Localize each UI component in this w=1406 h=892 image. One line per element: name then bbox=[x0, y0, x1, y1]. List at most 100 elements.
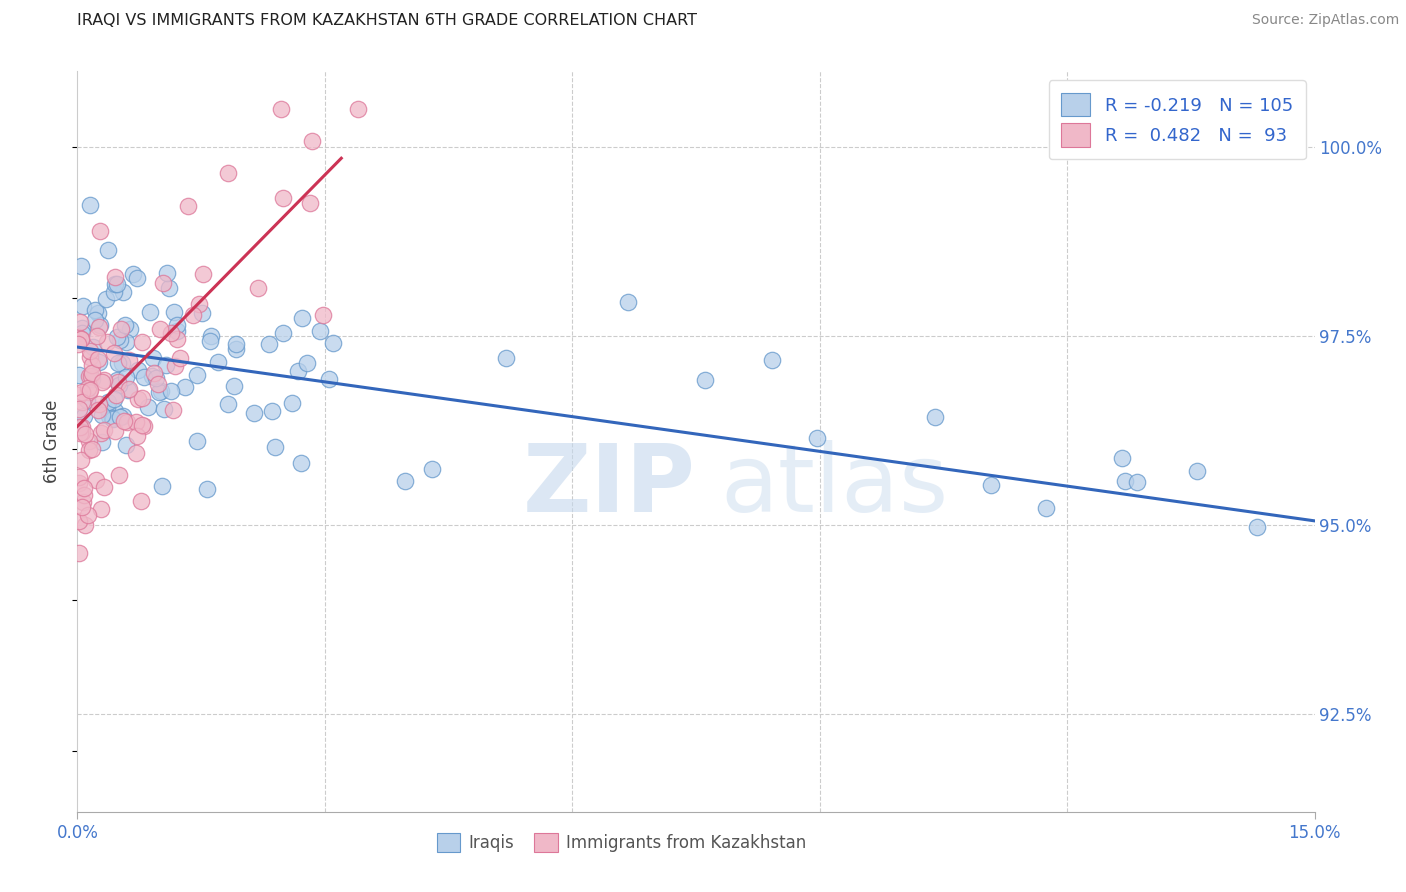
Point bbox=[148, 384, 170, 399]
Point bbox=[129, 494, 152, 508]
Point bbox=[90, 426, 112, 441]
Point bbox=[148, 322, 170, 336]
Point bbox=[166, 332, 188, 346]
Point bbox=[93, 480, 115, 494]
Point bbox=[312, 308, 335, 322]
Point bbox=[1126, 475, 1149, 489]
Point bbox=[103, 346, 125, 360]
Point bbox=[495, 351, 517, 366]
Point bbox=[87, 397, 110, 411]
Point bbox=[150, 478, 173, 492]
Point bbox=[72, 495, 94, 509]
Point bbox=[104, 425, 127, 439]
Point bbox=[693, 373, 716, 387]
Point bbox=[165, 359, 187, 373]
Point bbox=[225, 336, 247, 351]
Point bbox=[217, 166, 239, 180]
Point bbox=[243, 406, 266, 420]
Point bbox=[132, 370, 155, 384]
Point bbox=[75, 518, 97, 533]
Point bbox=[70, 500, 93, 514]
Point bbox=[132, 418, 155, 433]
Point bbox=[72, 320, 94, 334]
Point bbox=[155, 358, 177, 372]
Point bbox=[420, 461, 443, 475]
Point bbox=[162, 403, 184, 417]
Point bbox=[87, 355, 110, 369]
Point bbox=[96, 334, 118, 349]
Point bbox=[84, 473, 107, 487]
Point bbox=[72, 419, 94, 434]
Point bbox=[90, 408, 112, 422]
Point bbox=[160, 384, 183, 399]
Point bbox=[67, 546, 90, 560]
Point bbox=[77, 434, 100, 448]
Point bbox=[104, 404, 127, 418]
Point bbox=[101, 412, 124, 426]
Point bbox=[67, 402, 90, 417]
Point bbox=[146, 377, 169, 392]
Point bbox=[246, 281, 269, 295]
Point bbox=[166, 318, 188, 333]
Point bbox=[76, 508, 98, 523]
Point bbox=[97, 244, 120, 258]
Point bbox=[347, 102, 370, 116]
Point bbox=[104, 277, 127, 292]
Point bbox=[160, 326, 183, 340]
Point bbox=[150, 384, 173, 399]
Point bbox=[83, 302, 105, 317]
Point bbox=[301, 134, 323, 148]
Point bbox=[271, 326, 294, 340]
Point bbox=[131, 391, 153, 405]
Point bbox=[173, 380, 195, 394]
Point bbox=[166, 324, 188, 338]
Point bbox=[112, 409, 135, 423]
Point bbox=[309, 324, 332, 338]
Point bbox=[67, 420, 90, 434]
Point bbox=[110, 322, 132, 336]
Point bbox=[117, 383, 139, 397]
Point bbox=[118, 353, 141, 368]
Point bbox=[112, 414, 135, 428]
Point bbox=[270, 102, 292, 116]
Point bbox=[84, 313, 107, 327]
Point bbox=[69, 425, 91, 440]
Point bbox=[195, 482, 218, 496]
Point bbox=[73, 409, 96, 424]
Point bbox=[169, 351, 191, 365]
Point bbox=[97, 395, 120, 409]
Point bbox=[290, 456, 312, 470]
Text: ZIP: ZIP bbox=[523, 440, 696, 532]
Point bbox=[122, 267, 145, 281]
Point bbox=[70, 332, 93, 346]
Point bbox=[141, 369, 163, 384]
Point bbox=[207, 354, 229, 368]
Point bbox=[70, 332, 93, 346]
Point bbox=[108, 409, 131, 424]
Point bbox=[105, 277, 128, 292]
Point bbox=[152, 276, 174, 290]
Point bbox=[200, 334, 222, 348]
Point bbox=[80, 369, 103, 384]
Point bbox=[157, 281, 180, 295]
Point bbox=[70, 385, 93, 400]
Point bbox=[82, 340, 104, 354]
Point bbox=[131, 417, 153, 432]
Point bbox=[186, 368, 208, 383]
Point bbox=[181, 308, 204, 322]
Point bbox=[125, 429, 148, 443]
Point bbox=[82, 372, 104, 386]
Point bbox=[80, 366, 103, 380]
Point bbox=[217, 396, 239, 410]
Point bbox=[280, 396, 302, 410]
Point bbox=[104, 269, 127, 284]
Point bbox=[322, 335, 344, 350]
Point bbox=[82, 358, 104, 372]
Legend: Iraqis, Immigrants from Kazakhstan: Iraqis, Immigrants from Kazakhstan bbox=[430, 826, 813, 859]
Point bbox=[105, 330, 128, 344]
Point bbox=[67, 368, 90, 383]
Point bbox=[980, 478, 1002, 492]
Point bbox=[90, 376, 112, 390]
Point bbox=[273, 191, 295, 205]
Point bbox=[186, 434, 208, 449]
